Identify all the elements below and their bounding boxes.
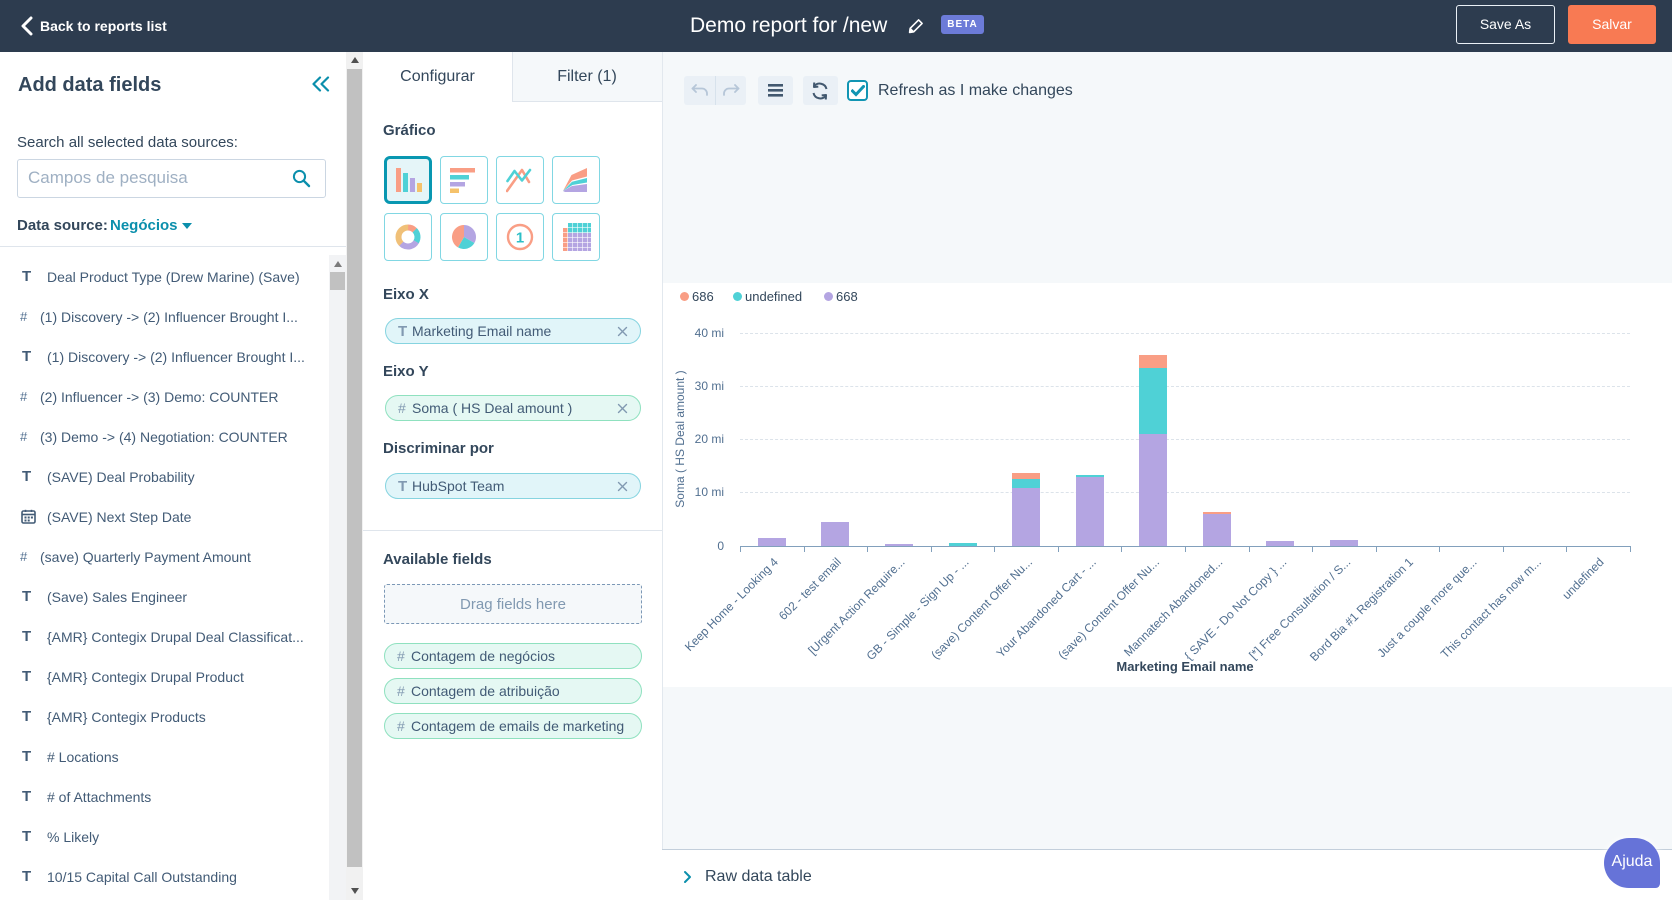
svg-text:1: 1: [516, 230, 524, 247]
